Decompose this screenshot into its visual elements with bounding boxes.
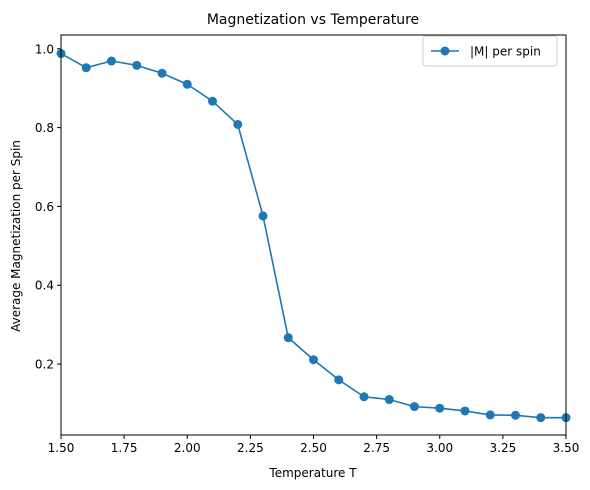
data-point xyxy=(107,56,116,66)
y-tick-label: 0.6 xyxy=(35,200,54,214)
data-point xyxy=(485,410,495,420)
data-point xyxy=(208,96,217,106)
data-point xyxy=(81,63,91,73)
y-tick-label: 0.4 xyxy=(35,279,54,293)
legend-frame xyxy=(422,35,558,67)
data-point xyxy=(359,392,369,402)
legend: |M| per spin xyxy=(422,35,558,67)
data-point xyxy=(132,60,142,70)
data-point xyxy=(435,403,445,413)
y-axis-label: Average Magnetization per Spin xyxy=(9,140,23,332)
axes-frame xyxy=(60,34,567,436)
data-point xyxy=(536,413,546,423)
x-tick-label: 2.25 xyxy=(237,441,264,455)
data-point xyxy=(182,79,192,89)
x-tick-label: 1.50 xyxy=(48,441,75,455)
x-tick-label: 3.50 xyxy=(553,441,580,455)
data-point xyxy=(334,375,344,385)
data-point xyxy=(460,406,470,416)
x-tick-label: 3.00 xyxy=(426,441,453,455)
x-tick-label: 2.50 xyxy=(300,441,327,455)
data-point xyxy=(309,355,318,365)
legend-label: |M| per spin xyxy=(470,45,541,59)
data-point xyxy=(258,211,268,221)
x-tick-label: 1.75 xyxy=(111,441,138,455)
data-point xyxy=(511,410,520,420)
chart-title: Magnetization vs Temperature xyxy=(207,12,419,28)
x-tick-label: 2.75 xyxy=(363,441,390,455)
y-tick-label: 0.8 xyxy=(35,121,54,135)
x-tick-label: 3.25 xyxy=(490,441,517,455)
x-tick-label: 2.00 xyxy=(174,441,201,455)
y-tick-label: 1.0 xyxy=(35,42,54,56)
y-tick-label: 0.2 xyxy=(35,358,54,372)
data-point xyxy=(283,333,293,343)
data-point xyxy=(384,395,394,405)
data-point xyxy=(157,68,167,78)
data-point xyxy=(233,119,243,129)
data-point xyxy=(410,402,419,412)
plot-area: 1.50 1.75 2.00 2.25 2.50 2.75 3.00 3.25 3.50 0.2 0… xyxy=(35,34,580,455)
legend-marker-swatch xyxy=(440,46,450,56)
x-axis-label: Temperature T xyxy=(268,466,357,480)
